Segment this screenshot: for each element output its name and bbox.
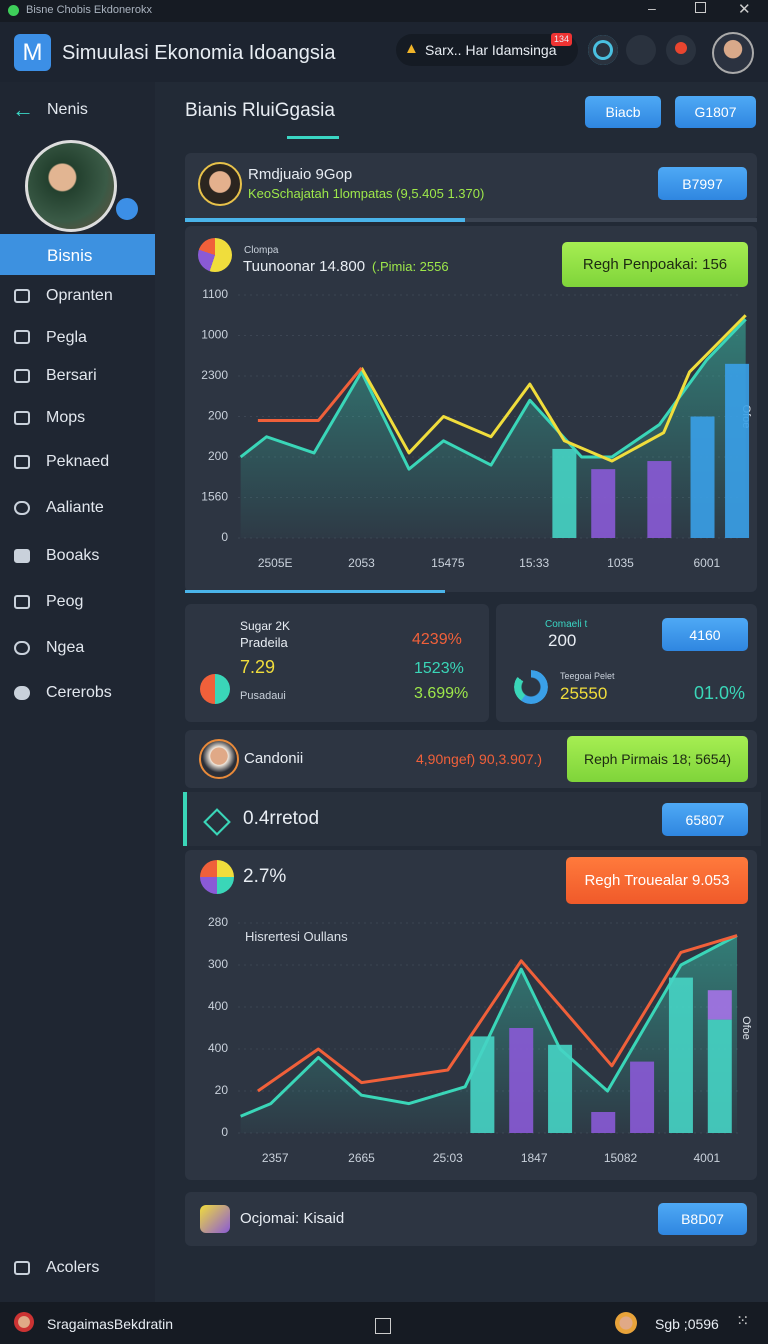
button[interactable]: 65807 (662, 803, 748, 836)
app-dot (8, 5, 19, 16)
logo: M (14, 34, 51, 71)
title-underline (287, 136, 339, 139)
window-bar (0, 0, 768, 22)
stats-value: 7.29 (240, 657, 276, 677)
progress-track (185, 218, 757, 222)
progress-fill (185, 590, 445, 593)
nav-item[interactable]: Acolers (46, 1259, 100, 1276)
taskbar-avatar (14, 1312, 34, 1332)
search-box[interactable] (396, 34, 578, 66)
candidate-name: Candonii (244, 750, 304, 767)
button[interactable]: B8D07 (658, 1203, 747, 1235)
nav-item[interactable]: Aaliante (46, 499, 104, 516)
avatar (199, 739, 239, 779)
taskbar (0, 1302, 768, 1344)
taskbar-user: SragaimasBekdratin (47, 1316, 174, 1332)
change: 3.699% (414, 685, 469, 702)
app-title: Simuulasi Ekonomia Idoangsia (62, 42, 336, 64)
pie-icon (198, 238, 232, 272)
metric-rate: 01.0% (694, 683, 746, 703)
pie-icon (200, 860, 234, 894)
metric-amount: 25550 (560, 684, 608, 703)
nav-item[interactable]: Bisnis (47, 246, 93, 265)
section-title: 0.4rretod (243, 808, 320, 829)
chart-subtitle: Hisrertesi Oullans (245, 929, 348, 944)
button[interactable]: G1807 (675, 96, 756, 128)
stats-caption: Pusadaui (240, 690, 286, 702)
nav-item[interactable]: Pegla (46, 329, 87, 346)
legend-title: Clompa (244, 245, 279, 256)
taskbar-avatar (615, 1312, 637, 1334)
candidate-detail: 4,90ngef) 90,3.907.) (416, 751, 543, 767)
nav-item[interactable]: Bersari (46, 367, 97, 384)
button[interactable]: Regh Trouealar 9.053 (566, 857, 748, 904)
search-text: Sarx.. Har Idamsinga (425, 42, 557, 58)
change: 4239% (412, 631, 462, 648)
badge: 134 (551, 33, 573, 46)
donut-icon (200, 674, 230, 704)
icon-button[interactable] (626, 35, 656, 65)
close[interactable]: ✕ (738, 1, 751, 18)
nav-item[interactable]: Ngea (46, 639, 85, 656)
profile-detail: KeoSchajatah 1lompatas (9,5.405 1.370) (248, 186, 485, 201)
change: (.Pimia: 2556 (372, 259, 449, 274)
profile-name: Rmdjuaio 9Gop (248, 166, 353, 183)
button[interactable]: Reph Pirmais 18; 5654) (567, 736, 748, 782)
headline: Tuunoonar 14.800 (243, 258, 366, 275)
page-title: Bianis RluiGgasia (185, 100, 335, 121)
button[interactable]: Biacb (585, 96, 661, 128)
stats-subtitle: Pradeila (240, 635, 288, 650)
stats-title: Sugar 2K (240, 619, 291, 633)
taskbar-menu[interactable]: ⁙ (736, 1313, 750, 1330)
metric-caption: Teegoai Pelet (560, 671, 615, 681)
warn-icon: ▲ (404, 40, 419, 57)
back-arrow[interactable]: ← (12, 97, 34, 122)
back-label[interactable]: Nenis (47, 101, 88, 118)
icon-button[interactable] (588, 35, 618, 65)
nav-item[interactable]: Mops (46, 409, 86, 426)
taskbar-info: Sgb ;0596 (655, 1316, 719, 1332)
headline: 2.7% (243, 866, 287, 887)
button[interactable]: Regh Penpoakai: 156 (562, 242, 748, 287)
button[interactable]: 4160 (662, 618, 748, 651)
minimize[interactable]: – (648, 0, 656, 16)
footer-title: Ocjomai: Kisaid (240, 1210, 345, 1227)
notification-dot (675, 42, 687, 54)
nav-active (0, 234, 155, 275)
profile-photo (25, 140, 117, 232)
nav-item[interactable]: Opranten (46, 287, 113, 304)
change: 1523% (414, 660, 464, 677)
metric-value: 200 (548, 631, 577, 650)
donut-icon (514, 670, 548, 704)
maximize[interactable] (695, 2, 706, 13)
stats-card (185, 604, 489, 722)
nav-item[interactable]: Cererobs (46, 684, 112, 701)
avatar[interactable] (712, 32, 754, 74)
nav-item[interactable]: Peknaed (46, 453, 110, 470)
button[interactable]: B7997 (658, 167, 747, 200)
window-title: Bisne Chobis Ekdonerokx (26, 4, 152, 16)
nav-item[interactable]: Peog (46, 593, 84, 610)
metric-title: Comaeli t (545, 619, 588, 630)
progress-fill (185, 218, 465, 222)
nav-item[interactable]: Booaks (46, 547, 100, 564)
profile-badge (114, 196, 140, 222)
taskbar-square[interactable] (375, 1318, 391, 1334)
footer-icon (200, 1205, 230, 1233)
avatar (198, 162, 242, 206)
